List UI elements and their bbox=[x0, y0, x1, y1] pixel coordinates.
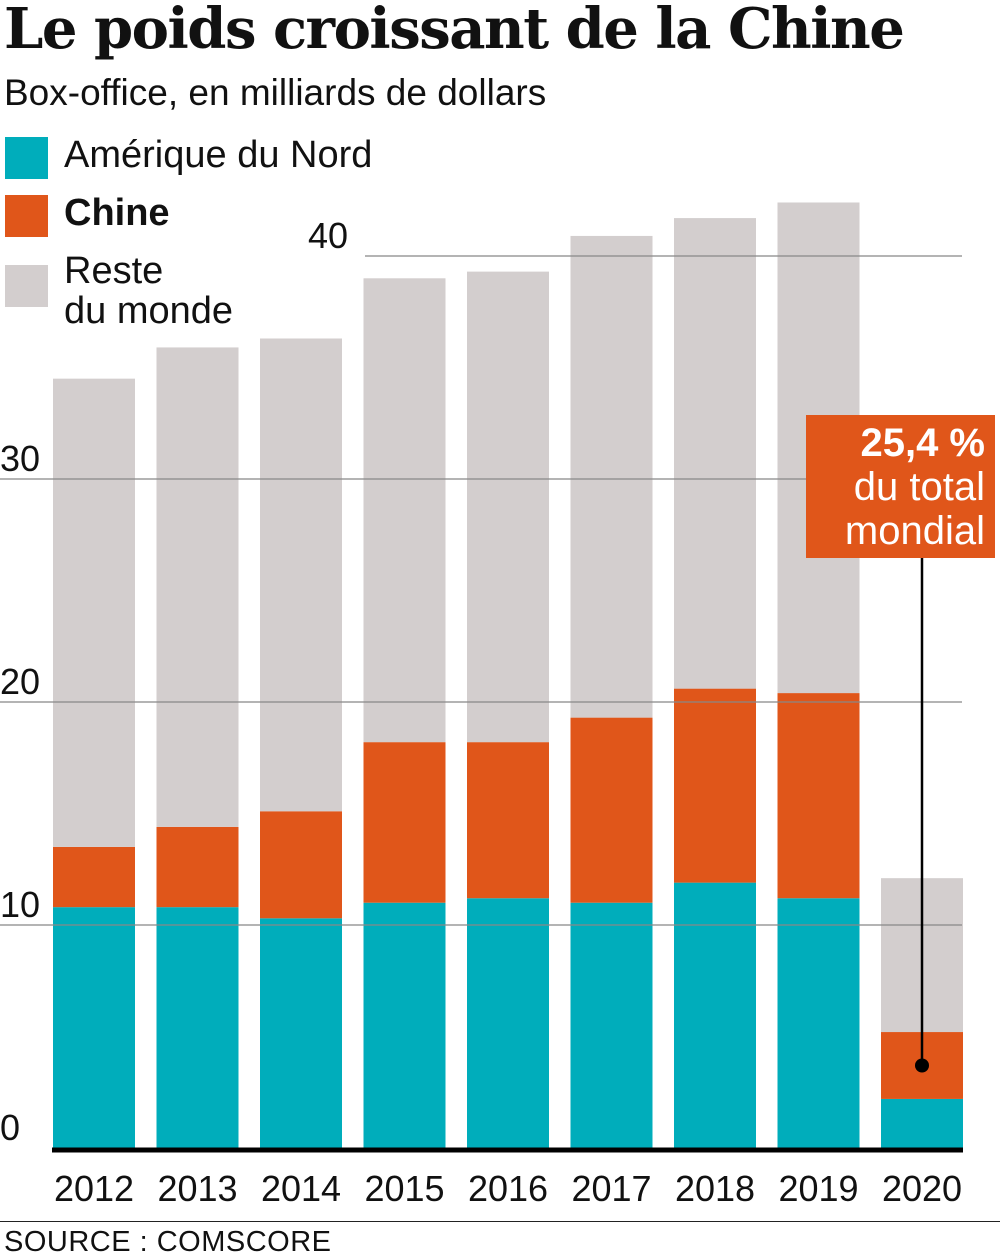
chart-title: Le poids croissant de la Chine bbox=[4, 0, 905, 62]
annotation-dot bbox=[915, 1058, 929, 1073]
chart-subtitle: Box-office, en milliards de dollars bbox=[4, 72, 547, 113]
bar-rest-2017 bbox=[570, 235, 653, 718]
x-tick-label: 2014 bbox=[261, 1168, 341, 1209]
legend-label: Chine bbox=[64, 192, 170, 234]
x-tick-label: 2012 bbox=[54, 1168, 134, 1209]
y-tick-label: 40 bbox=[308, 215, 348, 256]
y-tick-label: 10 bbox=[0, 884, 40, 925]
bar-rest-2015 bbox=[363, 278, 446, 743]
x-tick-label: 2016 bbox=[468, 1168, 548, 1209]
x-tick-label: 2019 bbox=[778, 1168, 858, 1209]
annotation-text: mondial bbox=[844, 509, 985, 553]
bar-rest-2014 bbox=[260, 338, 342, 812]
y-tick-label: 0 bbox=[0, 1107, 20, 1148]
legend-label: Reste du monde bbox=[64, 250, 234, 332]
legend-swatch-north-america bbox=[5, 137, 48, 179]
bar-north-america-2014 bbox=[260, 918, 342, 1148]
bar-china-2016 bbox=[467, 742, 549, 899]
bar-rest-2018 bbox=[674, 218, 756, 689]
bar-north-america-2013 bbox=[156, 907, 239, 1148]
legend-label: Amérique du Nord bbox=[64, 134, 373, 176]
legend-swatch-rest bbox=[5, 265, 48, 307]
legend-item-rest: Reste du monde bbox=[5, 251, 372, 331]
source-note: SOURCE : COMSCORE bbox=[4, 1226, 332, 1258]
bar-north-america-2017 bbox=[570, 902, 653, 1148]
bar-north-america-2015 bbox=[363, 902, 446, 1148]
legend: Amérique du Nord Chine Reste du monde bbox=[5, 135, 372, 345]
bar-rest-2012 bbox=[53, 378, 135, 847]
legend-item-china: Chine bbox=[5, 193, 372, 237]
bar-china-2018 bbox=[674, 688, 756, 883]
source-divider bbox=[0, 1221, 1000, 1222]
bar-north-america-2012 bbox=[53, 907, 135, 1148]
bar-rest-2013 bbox=[156, 347, 239, 827]
x-tick-label: 2015 bbox=[364, 1168, 444, 1209]
bar-china-2013 bbox=[156, 826, 239, 908]
annotation-text: du total bbox=[853, 465, 985, 509]
bar-china-2019 bbox=[777, 693, 860, 899]
legend-swatch-china bbox=[5, 195, 48, 237]
bar-china-2012 bbox=[53, 846, 135, 908]
bar-china-2015 bbox=[363, 742, 446, 903]
x-tick-label: 2017 bbox=[571, 1168, 651, 1209]
x-tick-label: 2020 bbox=[882, 1168, 962, 1209]
x-tick-label: 2018 bbox=[675, 1168, 755, 1209]
bar-china-2017 bbox=[570, 717, 653, 903]
bar-north-america-2016 bbox=[467, 898, 549, 1148]
bar-rest-2016 bbox=[467, 271, 549, 743]
bar-north-america-2020 bbox=[881, 1098, 963, 1148]
bar-north-america-2018 bbox=[674, 882, 756, 1148]
bar-north-america-2019 bbox=[777, 898, 860, 1148]
x-tick-label: 2013 bbox=[157, 1168, 237, 1209]
annotation-box: 25,4 % du total mondial bbox=[806, 415, 995, 558]
legend-item-north-america: Amérique du Nord bbox=[5, 135, 372, 179]
bar-china-2014 bbox=[260, 811, 342, 919]
y-tick-label: 20 bbox=[0, 661, 40, 702]
y-tick-label: 30 bbox=[0, 438, 40, 479]
annotation-percent: 25,4 % bbox=[860, 421, 985, 465]
